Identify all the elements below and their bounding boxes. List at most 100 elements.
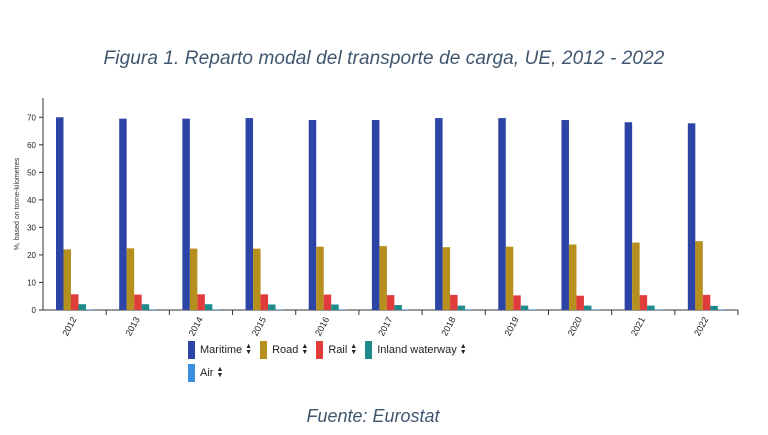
bar-air-2015 bbox=[275, 309, 284, 310]
bar-rail-2018 bbox=[450, 294, 458, 310]
bar-inland-waterway-2015 bbox=[268, 304, 276, 310]
bar-road-2019 bbox=[505, 246, 514, 310]
chart-legend: Maritime ▲ ▼ Road ▲ ▼ Rail ▲ ▼ Inland water… bbox=[188, 340, 548, 386]
bar-road-2021 bbox=[632, 242, 640, 310]
bar-rail-2014 bbox=[197, 294, 205, 310]
y-axis-label: %, based on tonne-kilometres bbox=[14, 157, 21, 250]
bar-maritime-2015 bbox=[245, 118, 254, 311]
y-tick-label: 30 bbox=[27, 223, 36, 232]
bar-inland-waterway-2012 bbox=[78, 304, 86, 310]
x-tick-label: 2016 bbox=[313, 315, 331, 337]
legend-label-rail: Rail bbox=[328, 343, 348, 356]
sort-arrows-icon[interactable]: ▲ ▼ bbox=[459, 342, 467, 356]
bar-maritime-2020 bbox=[561, 120, 569, 310]
bar-rail-2013 bbox=[134, 294, 142, 310]
bar-inland-waterway-2019 bbox=[520, 305, 529, 310]
legend-swatch-air bbox=[188, 363, 195, 382]
bar-air-2017 bbox=[401, 309, 410, 310]
bar-maritime-2019 bbox=[498, 118, 506, 311]
bar-air-2014 bbox=[212, 309, 220, 310]
bar-maritime-2021 bbox=[624, 122, 633, 310]
bar-road-2018 bbox=[442, 247, 451, 310]
legend-swatch-maritime bbox=[188, 340, 195, 359]
sort-arrows-icon[interactable]: ▲ ▼ bbox=[216, 365, 224, 379]
legend-label-inland-waterway: Inland waterway bbox=[377, 343, 457, 356]
figure-title: Figura 1. Reparto modal del transporte d… bbox=[103, 48, 665, 69]
sort-arrows-icon[interactable]: ▲ ▼ bbox=[350, 342, 358, 356]
bar-air-2016 bbox=[338, 309, 347, 310]
legend-row-2: Air ▲ ▼ bbox=[188, 363, 548, 382]
bar-rail-2012 bbox=[71, 294, 79, 310]
bar-inland-waterway-2013 bbox=[141, 304, 150, 310]
legend-item-road[interactable]: Road ▲ ▼ bbox=[260, 340, 309, 359]
bar-maritime-2016 bbox=[308, 120, 317, 310]
bar-rail-2020 bbox=[576, 295, 584, 310]
legend-row-1: Maritime ▲ ▼ Road ▲ ▼ Rail ▲ ▼ Inland water… bbox=[188, 340, 548, 359]
x-tick-label: 2015 bbox=[250, 315, 268, 337]
x-tick-label: 2022 bbox=[692, 315, 710, 337]
legend-swatch-rail bbox=[316, 340, 324, 359]
bar-maritime-2018 bbox=[435, 118, 443, 311]
bar-maritime-2014 bbox=[182, 118, 190, 310]
bar-rail-2022 bbox=[702, 294, 711, 310]
legend-item-inland-waterway[interactable]: Inland waterway ▲ ▼ bbox=[365, 340, 467, 359]
y-tick-label: 20 bbox=[27, 251, 36, 260]
x-tick-label: 2013 bbox=[123, 315, 141, 337]
x-tick-label: 2017 bbox=[376, 315, 394, 337]
y-tick-label: 10 bbox=[27, 278, 36, 287]
legend-label-maritime: Maritime bbox=[200, 343, 243, 356]
bar-air-2020 bbox=[591, 309, 599, 310]
bar-air-2012 bbox=[86, 309, 94, 310]
bar-rail-2019 bbox=[513, 295, 521, 310]
legend-item-air[interactable]: Air ▲ ▼ bbox=[188, 363, 224, 382]
x-tick-label: 2012 bbox=[60, 315, 78, 337]
sort-arrows-icon[interactable]: ▲ ▼ bbox=[245, 342, 253, 356]
bar-rail-2016 bbox=[323, 294, 332, 310]
bar-inland-waterway-2017 bbox=[394, 305, 402, 310]
bar-rail-2015 bbox=[260, 294, 269, 310]
bar-inland-waterway-2021 bbox=[647, 305, 655, 310]
bar-inland-waterway-2016 bbox=[331, 304, 339, 310]
bar-road-2012 bbox=[63, 249, 71, 310]
y-tick-label: 60 bbox=[27, 141, 36, 150]
legend-swatch-road bbox=[260, 340, 268, 359]
x-tick-label: 2020 bbox=[566, 315, 584, 337]
legend-label-road: Road bbox=[272, 343, 299, 356]
x-tick-label: 2019 bbox=[503, 315, 521, 337]
y-tick-label: 40 bbox=[27, 196, 36, 205]
bar-maritime-2012 bbox=[56, 117, 64, 310]
bar-road-2013 bbox=[126, 248, 135, 310]
bar-inland-waterway-2018 bbox=[457, 305, 466, 310]
bar-air-2022 bbox=[717, 309, 726, 310]
legend-item-rail[interactable]: Rail ▲ ▼ bbox=[316, 340, 358, 359]
bar-chart: %, based on tonne-kilometres 0 10 20 30 40 50 6… bbox=[14, 98, 739, 338]
bar-maritime-2017 bbox=[371, 120, 380, 310]
sort-arrows-icon[interactable]: ▲ ▼ bbox=[301, 342, 309, 356]
bar-inland-waterway-2020 bbox=[583, 305, 592, 310]
bar-maritime-2013 bbox=[119, 118, 127, 310]
y-tick-label: 70 bbox=[27, 113, 36, 122]
bar-rail-2021 bbox=[639, 295, 648, 310]
source-note: Fuente: Eurostat bbox=[306, 406, 440, 426]
x-tick-label: 2018 bbox=[439, 315, 457, 337]
x-tick-label: 2021 bbox=[629, 315, 647, 337]
bar-road-2022 bbox=[695, 241, 703, 310]
bar-air-2018 bbox=[465, 309, 473, 310]
legend-item-maritime[interactable]: Maritime ▲ ▼ bbox=[188, 340, 253, 359]
y-tick-label: 50 bbox=[27, 168, 36, 177]
bar-road-2014 bbox=[189, 248, 198, 310]
bar-rail-2017 bbox=[386, 295, 395, 310]
legend-swatch-inland-waterway bbox=[365, 340, 373, 359]
bar-air-2021 bbox=[654, 309, 663, 310]
y-tick-label: 0 bbox=[32, 306, 37, 315]
bar-air-2019 bbox=[528, 309, 536, 310]
bar-road-2016 bbox=[316, 246, 324, 310]
bar-inland-waterway-2014 bbox=[204, 304, 213, 310]
bar-road-2015 bbox=[253, 248, 261, 310]
bar-maritime-2022 bbox=[687, 123, 696, 310]
bar-road-2017 bbox=[379, 246, 387, 310]
bar-air-2013 bbox=[149, 309, 157, 310]
legend-label-air: Air bbox=[200, 366, 214, 379]
bar-road-2020 bbox=[568, 244, 577, 310]
bar-inland-waterway-2022 bbox=[710, 305, 718, 310]
